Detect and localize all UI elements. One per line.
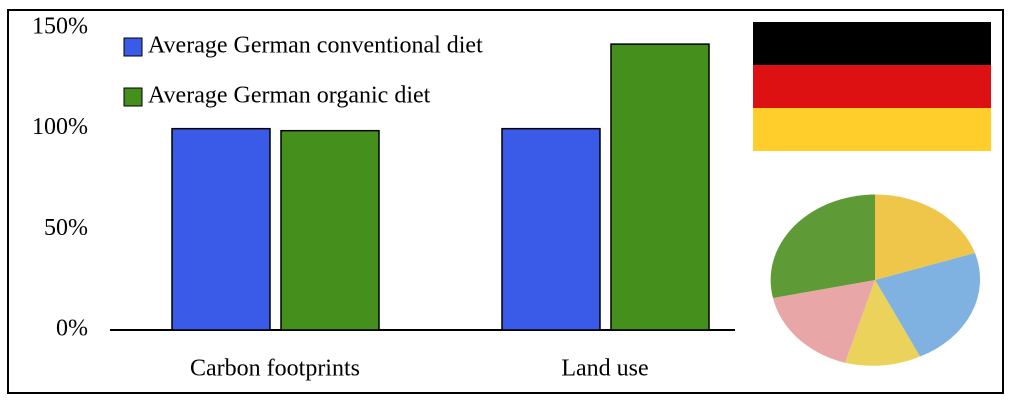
bar (501, 127, 601, 331)
legend-swatch (123, 87, 143, 107)
plate-sector (875, 253, 981, 357)
y-tick-label: 150% (32, 14, 88, 40)
flag-stripe (753, 22, 991, 65)
x-tick-label: Carbon footprints (190, 356, 360, 382)
german-flag (753, 22, 991, 151)
food-plate (770, 194, 981, 366)
flag-stripe (753, 108, 991, 151)
plate-sector (773, 280, 875, 363)
y-tick-label: 0% (56, 316, 88, 342)
plate-sector (875, 194, 975, 280)
bar (171, 127, 271, 331)
flag-stripe (753, 65, 991, 108)
legend-label: Average German conventional diet (148, 33, 483, 59)
plate-sector (770, 194, 875, 298)
y-tick-label: 100% (32, 114, 88, 140)
legend-label: Average German organic diet (148, 83, 431, 109)
plate-sector (845, 280, 920, 366)
x-tick-label: Land use (561, 356, 648, 382)
bar (280, 129, 380, 331)
y-tick-label: 50% (44, 215, 88, 241)
bar (610, 43, 710, 331)
legend-swatch (123, 37, 143, 57)
